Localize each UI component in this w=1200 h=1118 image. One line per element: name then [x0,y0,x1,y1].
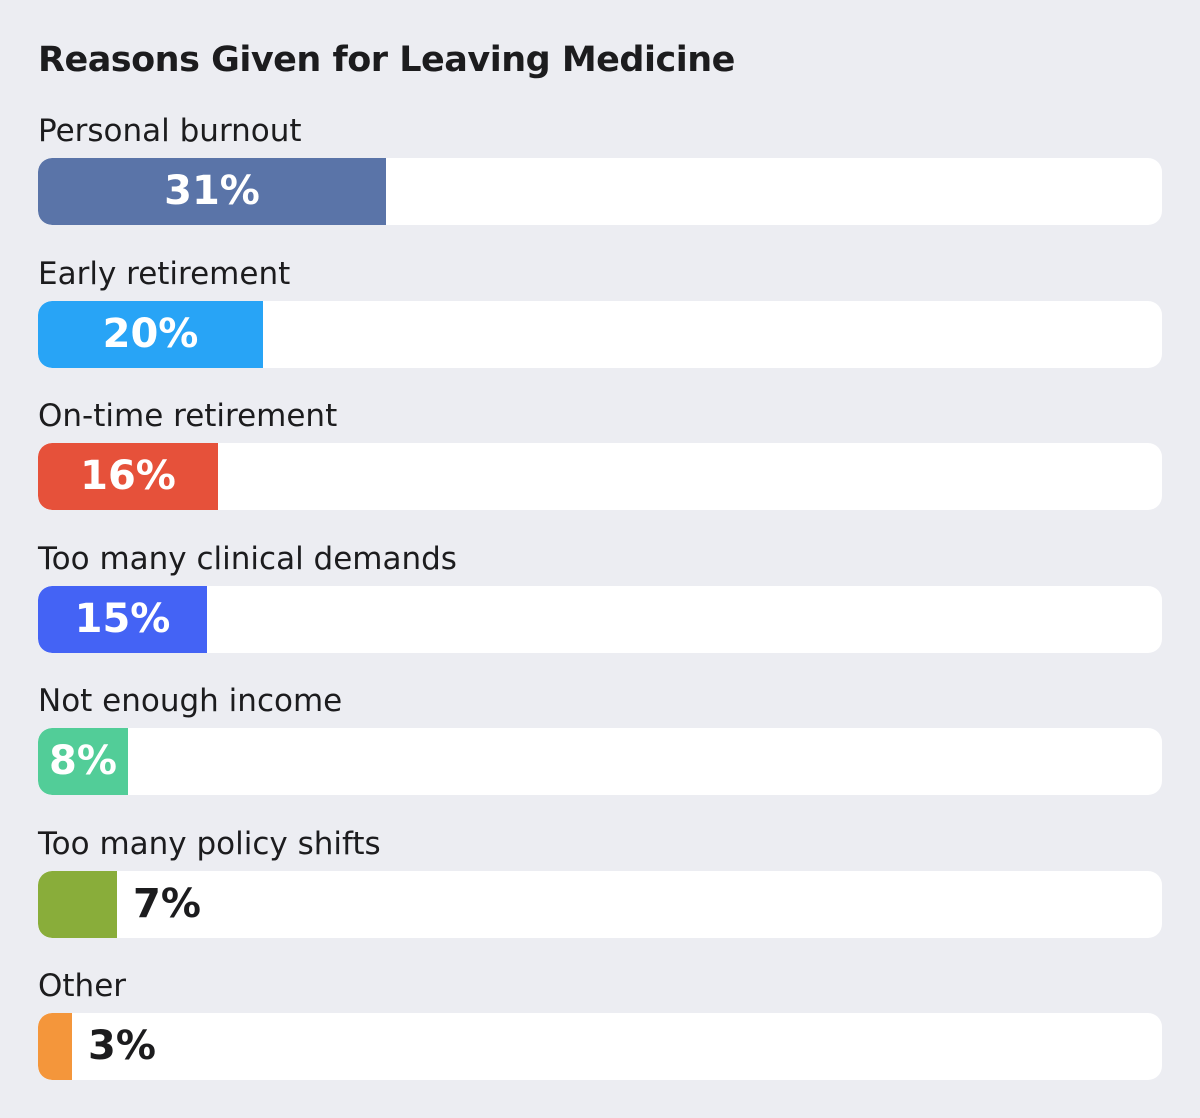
bar-row: Other 3% [38,963,1162,1106]
bar [38,870,117,938]
bar-label: Personal burnout [38,113,302,149]
bar-row: On-time retirement 16% [38,393,1162,536]
bar-label: Early retirement [38,255,291,292]
bar [38,300,263,368]
bar-track: 3% [38,1013,1162,1080]
bar-row: Too many policy shifts 7% [38,821,1162,964]
bar [38,1013,72,1080]
bar-value-label: 20% [102,310,199,357]
bar-value-label: 31% [164,168,260,214]
bar-track: 31% [38,158,1162,225]
bar [38,443,218,510]
bar-row: Personal burnout 31% [38,108,1162,251]
bar-label: Too many clinical demands [38,540,457,577]
bar-row: Not enough income 8% [38,678,1162,821]
bar-label: Other [38,968,127,1004]
bar-row: Too many clinical demands 15% [38,536,1162,679]
bar-value-label: 3% [88,1023,156,1069]
bar-track: 7% [38,870,1162,938]
bar-track: 15% [38,585,1162,653]
bar [38,728,128,795]
bar-chart: Personal burnout 31% Early retirement 20% On… [38,108,1162,1106]
bar-value-label: 8% [49,738,117,784]
bar-track: 20% [38,300,1162,368]
bar [38,585,207,653]
bar-label: Not enough income [38,683,343,719]
bar-value-label: 15% [74,595,171,642]
bar-row: Early retirement 20% [38,251,1162,394]
bar-label: Too many policy shifts [38,825,381,862]
bar-track: 16% [38,443,1162,510]
bar-label: On-time retirement [38,398,338,434]
bar-value-label: 16% [80,453,176,499]
bar [38,158,386,225]
bar-track: 8% [38,728,1162,795]
chart-title: Reasons Given for Leaving Medicine [38,40,735,80]
bar-value-label: 7% [133,880,201,927]
